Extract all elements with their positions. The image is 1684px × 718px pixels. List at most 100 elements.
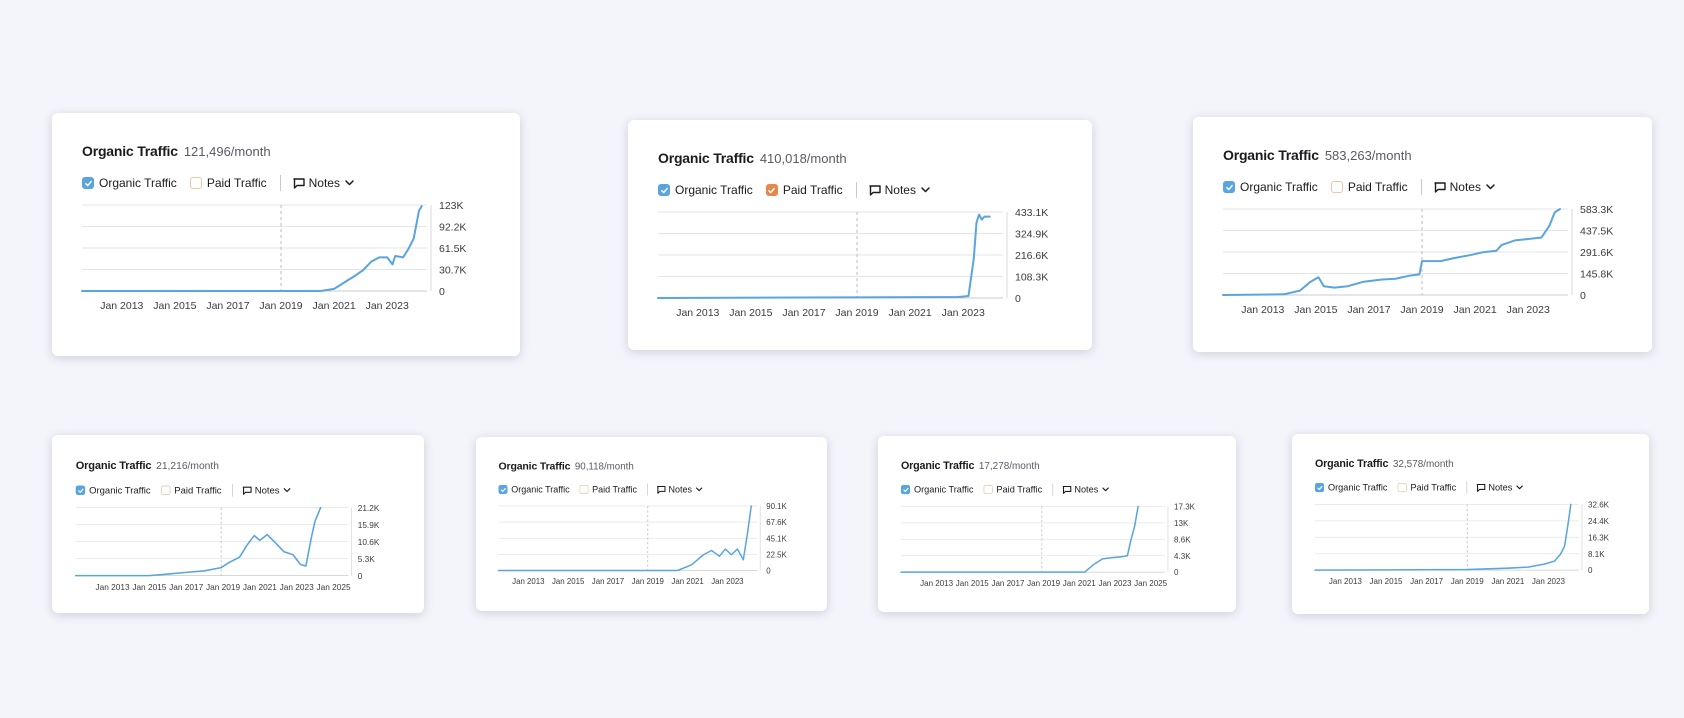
- x-tick-label: Jan 2019: [1400, 304, 1443, 316]
- traffic-headline-value: 121,496/month: [183, 144, 271, 159]
- speech-bubble-icon: [656, 485, 666, 494]
- traffic-card: Organic Traffic 121,496/month Organic Traf…: [52, 113, 520, 356]
- x-tick-label: Jan 2013: [1241, 304, 1284, 316]
- traffic-headline-value: 90,118/month: [574, 460, 634, 472]
- chevron-down-icon: [1102, 487, 1109, 492]
- paid-traffic-checkbox[interactable]: [765, 184, 778, 196]
- organic-traffic-checkbox[interactable]: [1314, 482, 1325, 493]
- x-tick-label: Jan 2017: [169, 582, 203, 592]
- paid-traffic-checkbox[interactable]: [579, 485, 589, 494]
- card-title: Organic Traffic: [1314, 456, 1389, 470]
- y-tick-label: 291.6K: [1580, 247, 1613, 259]
- y-tick-label: 24.4K: [1588, 517, 1610, 526]
- x-tick-label: Jan 2021: [1063, 579, 1097, 588]
- organic-traffic-checkbox[interactable]: [658, 184, 670, 196]
- x-tick-label: Jan 2023: [366, 300, 409, 312]
- traffic-card-content: Organic Traffic 410,018/month Organic Traf…: [628, 120, 1092, 350]
- paid-traffic-checkbox[interactable]: [983, 484, 993, 495]
- traffic-card-content: Organic Traffic 17,278/month Organic Traff…: [878, 436, 1236, 612]
- traffic-headline-value: 410,018/month: [759, 151, 847, 166]
- organic-traffic-series-line: [1222, 208, 1561, 296]
- check-icon: [1225, 184, 1233, 190]
- x-tick-label: Jan 2019: [1027, 579, 1061, 588]
- speech-bubble-icon: [242, 486, 252, 495]
- paid-traffic-toggle[interactable]: Paid Traffic: [160, 484, 222, 496]
- x-tick-label: Jan 2019: [1451, 577, 1485, 586]
- notes-label: Notes: [1488, 482, 1513, 493]
- x-tick-label: Jan 2021: [243, 582, 277, 592]
- traffic-card: Organic Traffic 90,118/month Organic Traff…: [476, 437, 827, 611]
- paid-traffic-toggle[interactable]: Paid Traffic: [1330, 180, 1408, 194]
- notes-dropdown-button[interactable]: Notes: [292, 176, 354, 190]
- organic-traffic-checkbox[interactable]: [1223, 181, 1235, 193]
- organic-traffic-series-line: [74, 506, 322, 577]
- organic-traffic-toggle[interactable]: Organic Traffic: [900, 484, 973, 495]
- organic-traffic-series-line: [497, 505, 752, 572]
- y-tick-label: 4.3K: [1174, 552, 1191, 561]
- traffic-card-content: Organic Traffic 32,578/month Organic Traff…: [1292, 434, 1649, 614]
- paid-traffic-checkbox[interactable]: [1330, 181, 1343, 193]
- y-tick-label: 92.2K: [439, 222, 466, 234]
- x-tick-label: Jan 2015: [729, 307, 772, 319]
- x-tick-label: Jan 2023: [942, 307, 985, 319]
- organic-traffic-checkbox[interactable]: [75, 485, 86, 496]
- notes-label: Notes: [884, 183, 916, 197]
- organic-traffic-checkbox[interactable]: [498, 485, 508, 494]
- organic-traffic-toggle[interactable]: Organic Traffic: [1223, 180, 1318, 194]
- traffic-headline-value: 32,578/month: [1392, 457, 1454, 470]
- traffic-card-content: Organic Traffic 90,118/month Organic Traff…: [476, 437, 827, 611]
- notes-dropdown-button[interactable]: Notes: [242, 485, 291, 496]
- divider: [1052, 483, 1053, 496]
- y-tick-label: 0: [766, 567, 771, 576]
- paid-traffic-checkbox[interactable]: [1397, 482, 1407, 493]
- x-tick-label: Jan 2021: [313, 300, 356, 312]
- organic-traffic-toggle[interactable]: Organic Traffic: [498, 484, 570, 495]
- y-tick-label: 10.6K: [358, 537, 380, 547]
- y-tick-label: 0: [1588, 566, 1593, 575]
- chevron-down-icon: [283, 488, 291, 493]
- organic-traffic-label: Organic Traffic: [1327, 482, 1388, 493]
- card-title: Organic Traffic: [75, 458, 152, 472]
- paid-traffic-checkbox[interactable]: [189, 177, 202, 189]
- x-tick-label: Jan 2015: [132, 582, 166, 592]
- traffic-card: Organic Traffic 21,216/month Organic Traff…: [52, 435, 424, 613]
- y-tick-label: 8.1K: [1588, 550, 1605, 559]
- divider: [231, 483, 233, 497]
- notes-dropdown-button[interactable]: Notes: [1476, 482, 1523, 493]
- y-tick-label: 0: [358, 571, 363, 581]
- notes-dropdown-button[interactable]: Notes: [1433, 180, 1495, 194]
- x-tick-label: Jan 2017: [782, 307, 825, 319]
- organic-traffic-checkbox[interactable]: [82, 177, 94, 189]
- paid-traffic-label: Paid Traffic: [174, 484, 222, 496]
- organic-traffic-toggle[interactable]: Organic Traffic: [82, 176, 177, 190]
- traffic-line-chart: 123K 92.2K 61.5K 30.7K 0 Jan 2013 Jan 2015 Jan …: [81, 200, 466, 312]
- notes-dropdown-button[interactable]: Notes: [656, 484, 703, 495]
- speech-bubble-icon: [868, 184, 881, 196]
- paid-traffic-label: Paid Traffic: [1347, 180, 1408, 194]
- speech-bubble-icon: [292, 177, 305, 189]
- paid-traffic-checkbox[interactable]: [160, 485, 171, 496]
- paid-traffic-toggle[interactable]: Paid Traffic: [983, 484, 1042, 495]
- x-tick-label: Jan 2025: [316, 582, 350, 592]
- x-tick-label: Jan 2013: [512, 577, 545, 586]
- chart-controls: Organic Traffic Paid Traffic Notes: [900, 483, 1119, 496]
- traffic-card: Organic Traffic 583,263/month Organic Traf…: [1193, 117, 1652, 352]
- organic-traffic-toggle[interactable]: Organic Traffic: [658, 183, 753, 197]
- paid-traffic-toggle[interactable]: Paid Traffic: [1397, 482, 1456, 493]
- organic-traffic-toggle[interactable]: Organic Traffic: [75, 485, 151, 496]
- notes-dropdown-button[interactable]: Notes: [1062, 484, 1109, 495]
- organic-traffic-toggle[interactable]: Organic Traffic: [1314, 482, 1388, 493]
- check-icon: [902, 487, 909, 492]
- x-tick-label: Jan 2021: [671, 577, 703, 586]
- paid-traffic-toggle[interactable]: Paid Traffic: [765, 183, 843, 197]
- paid-traffic-toggle[interactable]: Paid Traffic: [189, 176, 267, 190]
- organic-traffic-checkbox[interactable]: [900, 484, 911, 495]
- notes-dropdown-button[interactable]: Notes: [868, 183, 930, 197]
- y-tick-label: 13K: [1174, 519, 1189, 528]
- paid-traffic-label: Paid Traffic: [996, 484, 1043, 495]
- divider: [1466, 481, 1467, 494]
- paid-traffic-toggle[interactable]: Paid Traffic: [579, 484, 637, 495]
- traffic-card-content: Organic Traffic 583,263/month Organic Traf…: [1193, 117, 1652, 352]
